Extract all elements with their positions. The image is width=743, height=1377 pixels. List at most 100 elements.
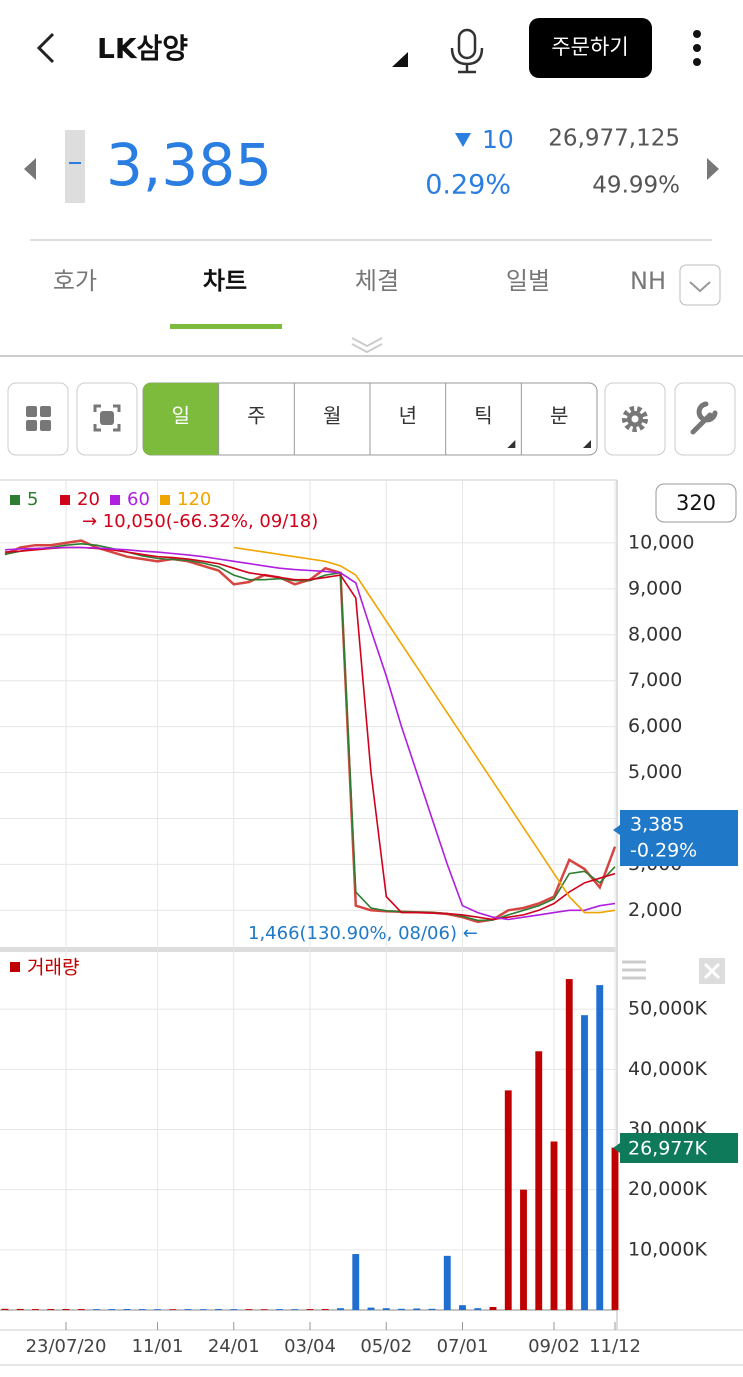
legend-swatch (160, 495, 170, 505)
y-tick-label: 20,000K (628, 1178, 707, 1200)
volume-bar (154, 1309, 161, 1310)
collapse-icon-2[interactable] (351, 343, 383, 354)
period-button[interactable]: 년 (399, 404, 417, 428)
volume-bar (276, 1309, 283, 1310)
mic-button[interactable] (450, 28, 484, 74)
x-tick-label: 05/02 (360, 1336, 412, 1357)
y-tick-label: 5,000 (628, 761, 682, 783)
prev-stock[interactable] (24, 158, 36, 180)
volume-bar (245, 1309, 253, 1310)
x-tick-label: 11/01 (132, 1336, 184, 1357)
layout-icon (26, 406, 51, 431)
volume-bar (108, 1309, 116, 1310)
volume-bar (428, 1308, 436, 1310)
volume-tag-pointer (613, 1143, 620, 1153)
legend-label: 20 (77, 489, 100, 510)
count[interactable]: 320 (676, 491, 716, 515)
down-arrow (455, 133, 471, 147)
volume-bar (230, 1309, 238, 1310)
period-button[interactable]: 월 (323, 404, 341, 428)
period-button[interactable]: 분 (550, 404, 568, 428)
ma-line (233, 546, 616, 914)
volume-bar (596, 985, 604, 1310)
order-button[interactable] (529, 18, 652, 78)
volume-bar (382, 1308, 390, 1310)
tab[interactable]: 차트 (203, 267, 247, 295)
tab[interactable]: 체결 (355, 267, 399, 295)
y-tick-label: 9,000 (628, 577, 682, 599)
volume-bar (306, 1309, 314, 1310)
volume-bar (123, 1309, 131, 1310)
period-button[interactable]: 틱 (474, 404, 492, 428)
x-tick-label: 07/01 (437, 1336, 489, 1357)
y-tick-label: 6,000 (628, 715, 682, 737)
collapse-icon[interactable] (351, 337, 383, 348)
volume-bar (398, 1308, 405, 1310)
volume-bar (321, 1309, 329, 1310)
y-tick-label: 50,000K (628, 998, 707, 1020)
tab-more[interactable] (679, 264, 721, 306)
volume-bar (93, 1309, 100, 1310)
y-tick-label: 8,000 (628, 623, 682, 645)
y-tick-label: 7,000 (628, 669, 682, 691)
period-dropdown (507, 440, 516, 448)
tab-more-icon (689, 281, 711, 293)
tools-icon (690, 401, 718, 435)
legend-label: 60 (127, 489, 150, 510)
price-tag (620, 810, 738, 866)
tab[interactable]: 일별 (506, 267, 550, 295)
volume-bar (260, 1309, 268, 1310)
dropdown-icon[interactable] (392, 52, 408, 67)
volume-bar (352, 1254, 360, 1310)
next-stock[interactable] (707, 158, 719, 180)
y-tick-label: 40,000K (628, 1058, 707, 1080)
legend-label: 5 (27, 489, 38, 510)
volume-bar (47, 1309, 55, 1310)
x-tick-label: 03/04 (284, 1336, 336, 1357)
tab[interactable]: NH (630, 267, 666, 295)
back-button[interactable] (36, 32, 55, 64)
volume-bar (565, 979, 573, 1310)
volume-bar (413, 1308, 421, 1310)
volume-bar (367, 1307, 375, 1310)
period-selected (143, 383, 219, 455)
legend-swatch (110, 495, 120, 505)
order-button-label[interactable]: 주문하기 (551, 35, 628, 59)
volume-legend: 거래량 (27, 957, 79, 979)
volume-menu-icon[interactable] (622, 960, 646, 980)
volume-bar (169, 1309, 177, 1310)
volume-bar (32, 1309, 39, 1310)
x-tick-label: 09/02 (528, 1336, 580, 1357)
period-dropdown (583, 440, 591, 448)
volume-legend-swatch (10, 962, 20, 972)
volume-bar (459, 1305, 466, 1310)
layout-button[interactable] (7, 382, 69, 456)
volume-bar (550, 1141, 558, 1310)
price-tag-value: 3,385 (630, 814, 684, 836)
volume-bar (1, 1308, 9, 1310)
high-annotation: → 10,050(-66.32%, 09/18) (82, 511, 318, 532)
volume: 26,977,125 (548, 126, 680, 152)
more-menu[interactable] (693, 30, 701, 66)
volume-bar (337, 1308, 344, 1310)
price: 3,385 (106, 131, 272, 199)
tab-underline (170, 324, 282, 329)
period-button[interactable]: 일 (172, 404, 190, 428)
price-tag-change: -0.29% (630, 840, 697, 862)
period-button[interactable]: 주 (247, 404, 265, 428)
settings-icon (622, 406, 648, 432)
count-box[interactable] (655, 483, 737, 523)
pane-separator (0, 947, 617, 952)
y-tick-label: 10,000K (628, 1238, 707, 1260)
stock-title[interactable]: LK삼양 (97, 32, 188, 65)
y-tick-label: 10,000 (628, 531, 694, 553)
tab[interactable]: 호가 (53, 267, 97, 295)
change-rate: 0.29% (425, 170, 511, 201)
legend-swatch (10, 495, 20, 505)
volume-bar (581, 1015, 588, 1310)
volume-bar (520, 1189, 527, 1310)
volume-bar (184, 1309, 192, 1310)
low-annotation: 1,466(130.90%, 08/06) ← (248, 923, 478, 944)
